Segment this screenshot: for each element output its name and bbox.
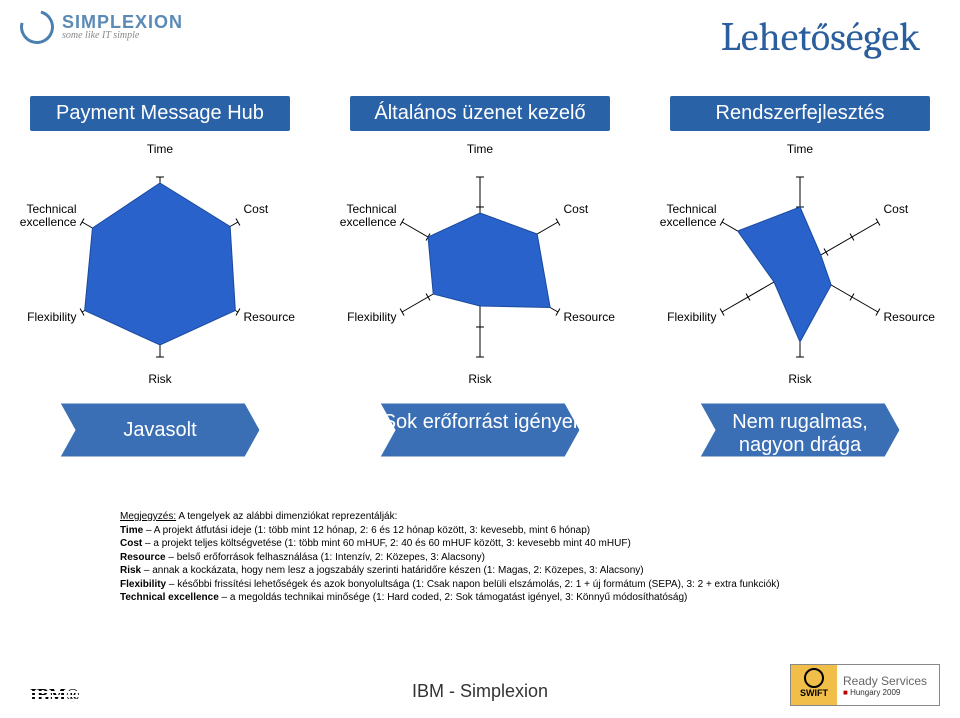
note-line: Resource – belső erőforrások felhasználá…: [120, 551, 920, 565]
radar-axis-label: Risk: [760, 373, 840, 386]
brand-logo: SIMPLEXION some like IT simple: [20, 10, 183, 44]
brand-swirl-icon: [14, 4, 60, 50]
note-line: Flexibility – későbbi frissítési lehetős…: [120, 578, 920, 592]
chart-column: Általános üzenet kezelő TimeCostResourceR…: [325, 96, 635, 465]
radar-axis-label: Flexibility: [636, 311, 716, 324]
radar-chart: TimeCostResourceRiskFlexibilityTechnical…: [325, 137, 635, 397]
note-line: Time – A projekt átfutási ideje (1: több…: [120, 524, 920, 538]
radar-axis-label: Flexibility: [316, 311, 396, 324]
radar-chart: TimeCostResourceRiskFlexibilityTechnical…: [645, 137, 955, 397]
radar-axis-label: Time: [120, 143, 200, 156]
radar-axis-label: Resource: [564, 311, 644, 324]
chart-column: Rendszerfejlesztés TimeCostResourceRiskFl…: [645, 96, 955, 465]
radar-axis-label: Technicalexcellence: [316, 203, 396, 229]
radar-axis-label: Flexibility: [0, 311, 76, 324]
brand-tagline: some like IT simple: [62, 31, 183, 41]
column-badge: Sok erőforrást igényel: [380, 403, 580, 442]
radar-axis-label: Time: [440, 143, 520, 156]
radar-axis-label: Technicalexcellence: [0, 203, 76, 229]
swift-badge: SWIFT Ready Services ■ Hungary 2009: [790, 664, 940, 706]
radar-axis-label: Resource: [884, 311, 960, 324]
swift-logo-icon: SWIFT: [791, 665, 837, 705]
radar-axis-label: Risk: [440, 373, 520, 386]
radar-axis-label: Resource: [244, 311, 324, 324]
column-header: Payment Message Hub: [30, 96, 290, 131]
note-line: Cost – a projekt teljes költségvetése (1…: [120, 537, 920, 551]
radar-axis-label: Risk: [120, 373, 200, 386]
radar-axis-label: Cost: [244, 203, 324, 216]
column-badge: Nem rugalmas,nagyon drága: [700, 403, 900, 465]
swift-text: Ready Services ■ Hungary 2009: [837, 665, 939, 705]
note-line: Risk – annak a kockázata, hogy nem lesz …: [120, 564, 920, 578]
chart-columns: Payment Message HubTimeCostResourceRiskF…: [0, 96, 960, 465]
notes-block: Megjegyzés: A tengelyek az alábbi dimenz…: [120, 510, 920, 605]
brand-name: SIMPLEXION: [62, 13, 183, 31]
column-badge: Javasolt: [60, 403, 260, 458]
radar-axis-label: Cost: [884, 203, 960, 216]
brand-text: SIMPLEXION some like IT simple: [62, 13, 183, 41]
page-title: Lehetőségek: [721, 14, 920, 60]
column-header: Rendszerfejlesztés: [670, 96, 930, 131]
radar-chart: TimeCostResourceRiskFlexibilityTechnical…: [5, 137, 315, 397]
radar-axis-label: Time: [760, 143, 840, 156]
notes-heading: Megjegyzés: A tengelyek az alábbi dimenz…: [120, 510, 920, 524]
column-header: Általános üzenet kezelő: [350, 96, 610, 131]
radar-axis-label: Cost: [564, 203, 644, 216]
radar-axis-label: Technicalexcellence: [636, 203, 716, 229]
chart-column: Payment Message Hub TimeCostResourceRiskF…: [5, 96, 315, 465]
note-line: Technical excellence – a megoldás techni…: [120, 591, 920, 605]
